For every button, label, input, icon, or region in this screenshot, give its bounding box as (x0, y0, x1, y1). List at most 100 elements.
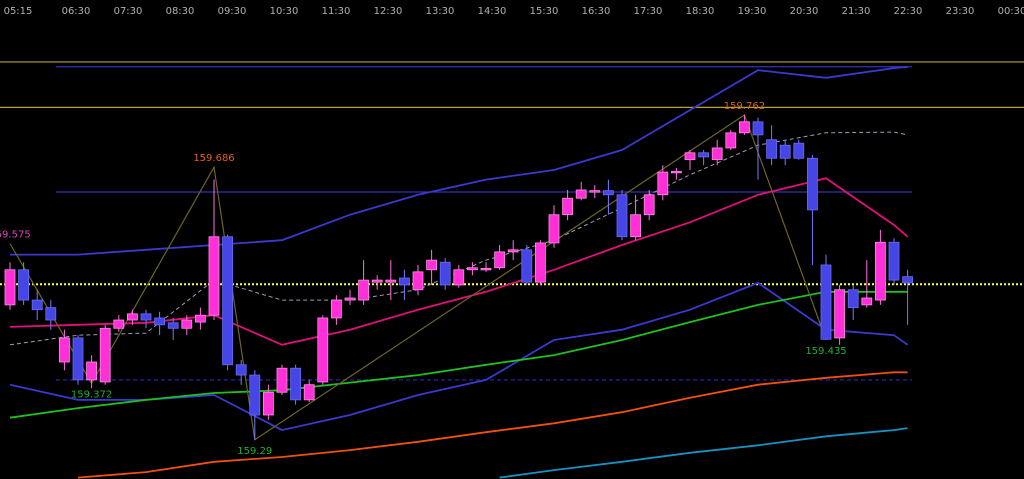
candle-body (99, 327, 111, 383)
candle-body (262, 391, 274, 416)
candle-body (820, 264, 832, 340)
time-label: 00:30 (998, 6, 1024, 17)
candle-body (426, 259, 438, 271)
candle-body (603, 190, 614, 196)
candle-body (711, 147, 723, 161)
candle-body (847, 289, 859, 309)
candle-body (412, 271, 424, 291)
candle-body (752, 121, 764, 136)
candle-body (739, 121, 750, 134)
candle-body (86, 361, 97, 381)
indicator-line (9, 290, 908, 419)
time-label: 17:30 (634, 6, 663, 17)
time-label: 18:30 (686, 6, 715, 17)
candle-body (140, 313, 152, 321)
time-label: 23:30 (946, 6, 975, 17)
candle-body (657, 171, 669, 196)
time-label: 19:30 (738, 6, 767, 17)
candle-body (45, 307, 57, 321)
candle-body (630, 214, 641, 238)
time-label: 14:30 (478, 6, 507, 17)
time-label: 20:30 (790, 6, 819, 17)
candle-body (249, 374, 261, 416)
candle-body (235, 364, 247, 376)
candle-body (466, 267, 478, 271)
candle-body (113, 319, 125, 329)
candle-body (371, 279, 383, 283)
indicator-line (10, 65, 908, 256)
candle-body (194, 314, 206, 323)
candle-body (507, 249, 519, 253)
candle-body (698, 152, 709, 158)
candle-body (276, 367, 288, 393)
candle-body (793, 142, 805, 159)
candle-body (562, 197, 573, 216)
time-label: 21:30 (842, 6, 871, 17)
candle-body (208, 236, 220, 316)
candle-body (290, 367, 302, 401)
candle-body (589, 190, 601, 193)
candle-body (72, 337, 84, 381)
time-label: 06:30 (62, 6, 91, 17)
candle-body (902, 276, 913, 284)
indicator-line (9, 131, 908, 346)
candle-body (181, 319, 193, 329)
indicator-line (9, 177, 909, 346)
candle-body (861, 297, 873, 306)
candle-body (453, 269, 465, 286)
pivot-label: 159.29 (237, 446, 272, 457)
indicator-line (77, 371, 908, 479)
candle-body (888, 241, 900, 281)
pivot-label: 159.575 (0, 230, 31, 241)
indicator-line (499, 427, 908, 479)
pivot-label: 159.686 (193, 153, 234, 164)
candle-body (398, 277, 410, 286)
time-label: 05:15 (4, 6, 33, 17)
candle-body (127, 313, 138, 321)
time-label: 11:30 (322, 6, 351, 17)
time-label: 13:30 (426, 6, 455, 17)
pivot-label: 159.372 (71, 389, 112, 400)
candle-body (875, 241, 886, 301)
candle-body (317, 317, 329, 383)
candle-body (303, 384, 315, 401)
candle-body (4, 269, 16, 306)
candle-body (725, 132, 737, 149)
candle-body (480, 268, 492, 271)
candle-body (222, 236, 234, 366)
candle-body (385, 279, 397, 283)
candle-body (834, 289, 845, 339)
candle-body (616, 194, 628, 238)
time-label: 22:30 (894, 6, 923, 17)
candle-body (358, 279, 370, 301)
candle-body (684, 152, 696, 161)
time-label: 15:30 (530, 6, 559, 17)
pivot-label: 159.435 (805, 346, 846, 357)
candle-body (59, 337, 70, 363)
candle-body (807, 157, 818, 211)
candle-body (548, 214, 560, 244)
time-label: 09:30 (218, 6, 247, 17)
candle-body (494, 251, 506, 269)
candle-body (575, 189, 587, 199)
time-label: 12:30 (374, 6, 403, 17)
candle-body (18, 269, 30, 301)
time-label: 16:30 (582, 6, 611, 17)
candle-body (154, 317, 166, 326)
candle-body (671, 170, 682, 174)
candle-body (330, 299, 342, 319)
candle-body (643, 194, 655, 216)
time-label: 10:30 (270, 6, 299, 17)
candle-body (439, 261, 451, 286)
candle-body (535, 242, 546, 283)
candle-body (167, 322, 179, 329)
time-label: 08:30 (166, 6, 195, 17)
candle-body (766, 139, 777, 159)
time-label: 07:30 (114, 6, 143, 17)
pivot-label: 159.762 (724, 101, 765, 112)
candle-body (521, 249, 533, 283)
candle-body (31, 299, 43, 311)
candle-body (344, 297, 356, 301)
candle-body (779, 144, 791, 159)
